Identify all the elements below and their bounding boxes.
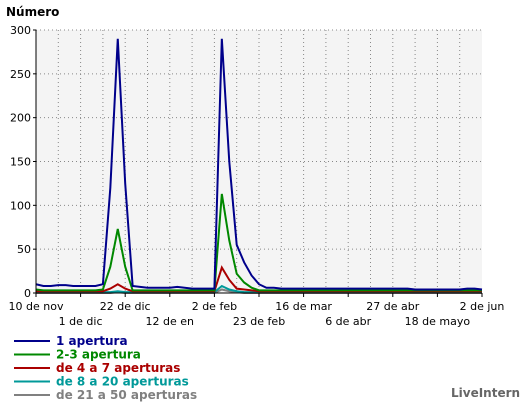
x-tick-label: 10 de nov: [9, 300, 64, 313]
x-tick-label: 22 de dic: [100, 300, 151, 313]
chart-title: Número: [6, 5, 59, 19]
y-tick-label: 100: [10, 199, 31, 212]
x-axis-ticks: 10 de nov 22 de dic 2 de feb 16 de mar 27 de…: [9, 293, 505, 328]
brand-label: LiveInternet: [451, 386, 520, 400]
x-tick-label: 1 de dic: [59, 315, 103, 328]
legend-label: de 8 a 20 aperturas: [56, 375, 189, 389]
y-tick-label: 200: [10, 112, 31, 125]
x-tick-label: 6 de abr: [325, 315, 371, 328]
y-tick-label: 0: [24, 287, 31, 300]
y-tick-label: 300: [10, 24, 31, 37]
legend-label: 1 apertura: [56, 334, 128, 348]
y-tick-label: 50: [17, 243, 31, 256]
x-tick-label: 16 de mar: [275, 300, 332, 313]
series-line: [35, 38, 483, 291]
x-tick-label: 12 de en: [146, 315, 195, 328]
x-tick-label: 18 de mayo: [405, 315, 471, 328]
x-tick-label: 23 de feb: [233, 315, 285, 328]
x-tick-label: 2 de feb: [192, 300, 237, 313]
plot-area: [36, 30, 482, 293]
x-tick-label: 2 de jun: [460, 300, 505, 313]
legend-label: de 21 a 50 aperturas: [56, 388, 197, 402]
legend-label: de 4 a 7 aperturas: [56, 361, 180, 375]
y-tick-label: 150: [10, 156, 31, 169]
y-axis-ticks: 0 50 100 150 200 250 300: [10, 24, 36, 300]
series-line: [35, 193, 482, 292]
legend-label: 2-3 apertura: [56, 348, 141, 362]
x-tick-label: 27 de abr: [366, 300, 419, 313]
y-tick-label: 250: [10, 68, 31, 81]
